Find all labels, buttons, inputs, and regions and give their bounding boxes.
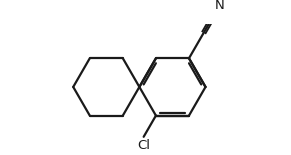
Text: N: N xyxy=(214,0,224,12)
Text: Cl: Cl xyxy=(137,139,150,152)
